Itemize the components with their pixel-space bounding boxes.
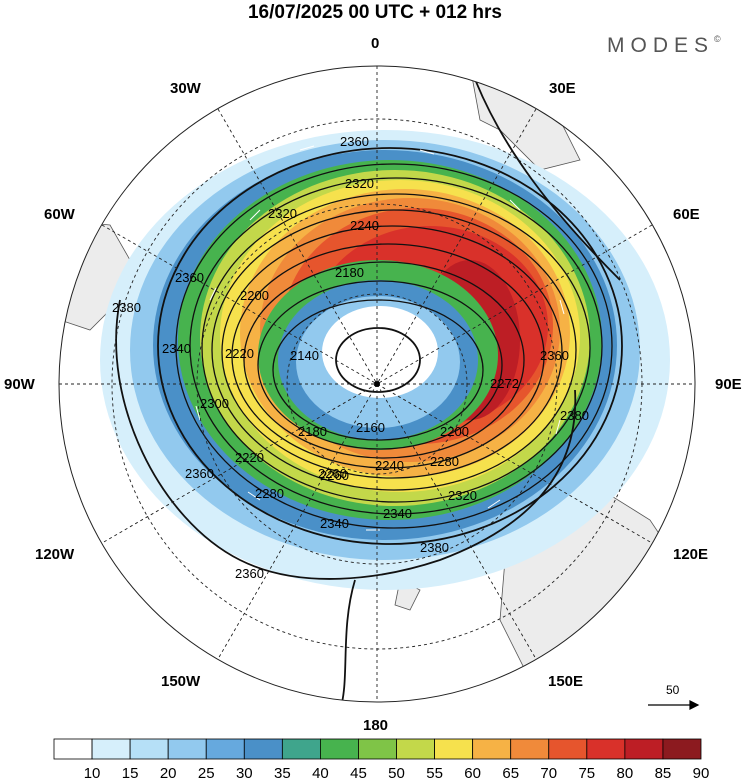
lon-label-120w: 120W [35,546,75,563]
lon-label-30w: 30W [170,80,201,97]
contour-label: 2380 [560,408,589,423]
colorbar-tick-label: 20 [159,765,177,782]
brand-logo: MODES© [607,34,721,58]
colorbar-tick-label: 45 [350,765,367,782]
colorbar-tick-label: 80 [616,765,634,782]
contour-label: 2240 [375,458,404,473]
contour-label: 2200 [240,288,269,303]
south-pole-marker [374,381,380,387]
contour-label: 2200 [440,424,469,439]
contour-label: 2320 [448,488,477,503]
chart-title: 16/07/2025 00 UTC + 012 hrs [247,2,503,23]
colorbar-tick-label: 40 [312,765,329,782]
contour-label: 2180 [335,265,364,280]
lon-label-180: 180 [363,717,389,734]
colorbar-tick-label: 75 [578,765,596,782]
colorbar-tick-label: 90 [692,765,710,782]
reference-vector-arrow [648,700,700,710]
contour-value-labels: 2360 2320 2320 2240 2200 2360 2180 2260 … [112,134,589,581]
contour-label: 2320 [345,176,374,191]
colorbar-tick-label: 15 [121,765,139,782]
lon-label-150w: 150W [161,673,201,690]
lon-label-90e: 90E [715,376,742,393]
wind-speed-shading [100,130,670,590]
contour-label: 2360 [540,348,569,363]
map-disc: 2360 2320 2320 2240 2200 2360 2180 2260 … [59,66,695,702]
colorbar-tick-label: 10 [83,765,101,782]
colorbar-tick-label: 60 [464,765,481,782]
colorbar-tick-label: 65 [502,765,520,782]
contour-label: 2340 [320,516,349,531]
colorbar-tick-label: 85 [654,765,672,782]
lon-label-120e: 120E [673,546,709,563]
map-boundary [58,65,696,703]
contour-label: 2360 [185,466,214,481]
contour-label: 2360 [235,566,264,581]
contour-label: 2300 [200,396,229,411]
contour-label: 2260 [320,468,349,483]
graticule [59,66,695,702]
contour-label: 2280 [430,454,459,469]
contour-label: 2220 [235,450,264,465]
contour-label: 2272 [490,376,519,391]
lon-label-0: 0 [371,35,380,52]
lon-label-30e: 30E [549,80,576,97]
height-contours [115,66,623,702]
contour-label: 2360 [340,134,369,149]
contour-label: 2340 [162,341,191,356]
contour-label: 2260 [318,466,347,481]
colorbar-tick-label: 70 [540,765,558,782]
contour-label: 2240 [350,218,379,233]
lon-label-150e: 150E [548,673,584,690]
contour-label: 2380 [420,540,449,555]
colorbar-tick-label: 35 [274,765,291,782]
colorbar-tick-label: 55 [426,765,443,782]
lon-label-60w: 60W [44,206,75,223]
colorbar-tick-label: 50 [388,765,405,782]
contour-label: 2340 [383,506,412,521]
contour-label: 2280 [255,486,284,501]
copyright-mark: © [714,34,721,44]
wind-vectors [195,145,565,531]
lon-label-90w: 90W [4,376,35,393]
contour-label: 2160 [356,420,385,435]
brand-name: MODES [607,34,715,57]
contour-label: 2360 [175,270,204,285]
contour-label: 2380 [112,300,141,315]
colorbar-tick-label: 25 [197,765,215,782]
contour-label: 2140 [290,348,319,363]
lon-label-60e: 60E [673,206,700,223]
reference-vector-label: 50 [666,683,680,697]
colorbar-tick-label: 30 [235,765,253,782]
contour-label: 2220 [225,346,254,361]
contour-label: 2180 [298,424,327,439]
contour-label: 2320 [268,206,297,221]
